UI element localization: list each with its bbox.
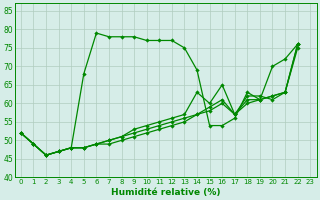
X-axis label: Humidité relative (%): Humidité relative (%) [111, 188, 220, 197]
